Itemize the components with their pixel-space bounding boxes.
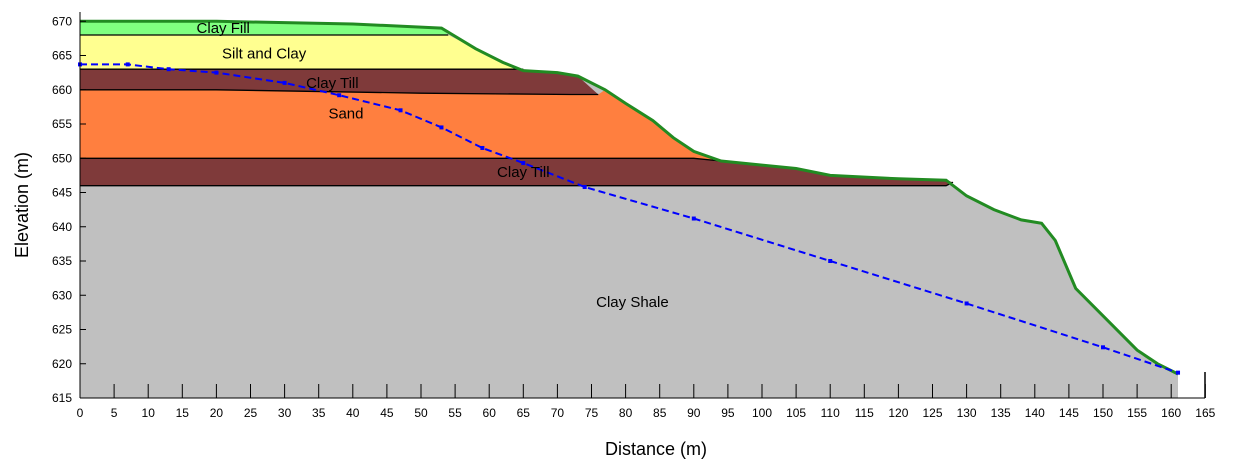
x-tick-label: 35 <box>312 406 326 420</box>
x-tick-label: 75 <box>585 406 599 420</box>
x-tick-label: 45 <box>380 406 394 420</box>
x-tick-label: 160 <box>1161 406 1181 420</box>
y-tick-label: 620 <box>52 357 72 371</box>
piezometric-line <box>80 63 1179 374</box>
layer-label-clay-till-upper: Clay Till <box>306 75 359 92</box>
piezometric-point <box>1176 370 1181 375</box>
x-tick-label: 125 <box>922 406 942 420</box>
piezometric-point <box>337 93 342 98</box>
layer-label-sand: Sand <box>328 106 363 123</box>
x-tick-label: 135 <box>991 406 1011 420</box>
x-tick-label: 110 <box>821 406 840 420</box>
x-tick-label: 120 <box>888 406 908 420</box>
contact-sand-base <box>80 157 722 162</box>
y-tick-label: 665 <box>52 49 72 63</box>
layer-label-clay-shale: Clay Shale <box>596 294 669 311</box>
x-axis-ticks: 0 5 10 15 20 25 30 35 40 45 50 55 60 65 70 75 80 85 90 95 10… <box>77 384 1216 420</box>
piezometric-point <box>480 145 485 150</box>
y-axis-title: Elevation (m) <box>12 152 32 258</box>
piezometric-point <box>828 259 833 263</box>
x-tick-label: 25 <box>244 406 258 420</box>
layer-label-clay-fill: Clay Fill <box>197 20 250 37</box>
piezometric-point <box>691 216 696 221</box>
layer-labels: Clay Fill Silt and Clay Clay Till Sand Clay … <box>197 20 669 311</box>
x-axis-title: Distance (m) <box>605 439 707 459</box>
x-tick-label: 70 <box>551 406 565 420</box>
piezometric-point <box>582 185 587 190</box>
x-tick-label: 90 <box>687 406 701 420</box>
x-tick-label: 10 <box>142 406 156 420</box>
soil-layers <box>80 21 1178 399</box>
x-tick-label: 40 <box>346 406 360 420</box>
piezometric-point <box>282 80 287 85</box>
layer-silt-and-clay <box>80 35 524 70</box>
piezometric-point <box>439 125 444 130</box>
x-tick-label: 130 <box>957 406 977 420</box>
x-tick-label: 50 <box>414 406 428 420</box>
y-tick-label: 615 <box>52 391 72 405</box>
y-axis-ticks: 615 620 625 630 635 640 645 650 655 660 665 670 <box>52 14 86 405</box>
x-tick-label: 20 <box>210 406 224 420</box>
layer-label-silt-clay: Silt and Clay <box>222 45 307 62</box>
x-tick-label: 105 <box>786 406 806 420</box>
x-tick-label: 5 <box>111 406 118 420</box>
x-tick-label: 145 <box>1059 406 1079 420</box>
piezometric-point <box>521 161 526 166</box>
y-tick-label: 655 <box>52 117 72 131</box>
y-tick-label: 630 <box>52 288 72 302</box>
x-tick-label: 140 <box>1025 406 1045 420</box>
piezometric-point <box>214 70 219 75</box>
layer-sand <box>80 89 722 161</box>
x-tick-label: 55 <box>448 406 462 420</box>
y-tick-label: 635 <box>52 254 72 268</box>
x-tick-label: 30 <box>278 406 292 420</box>
y-tick-label: 625 <box>52 323 72 337</box>
x-tick-label: 155 <box>1127 406 1147 420</box>
x-tick-label: 115 <box>855 406 874 420</box>
x-tick-label: 60 <box>483 406 497 420</box>
x-tick-label: 85 <box>653 406 667 420</box>
y-tick-label: 640 <box>52 220 72 234</box>
piezometric-point <box>166 67 171 72</box>
ground-surface-line <box>80 19 1179 376</box>
x-tick-label: 100 <box>752 406 772 420</box>
y-tick-label: 660 <box>52 83 72 97</box>
x-tick-label: 15 <box>176 406 190 420</box>
layer-clay-till-upper <box>80 69 599 95</box>
piezometric-point <box>1101 345 1105 350</box>
layer-clay-till-lower <box>80 158 953 186</box>
contact-till-upper-base <box>80 89 599 96</box>
piezometric-point <box>398 108 403 113</box>
x-tick-label: 65 <box>517 406 531 420</box>
y-tick-label: 670 <box>52 14 72 28</box>
x-tick-label: 95 <box>721 406 735 420</box>
y-tick-label: 645 <box>52 186 72 200</box>
y-tick-label: 650 <box>52 151 72 165</box>
x-tick-label: 80 <box>619 406 633 420</box>
piezometric-point <box>125 62 130 67</box>
piezometric-point <box>964 301 969 306</box>
x-tick-label: 165 <box>1195 406 1215 420</box>
x-tick-label: 150 <box>1093 406 1113 420</box>
layer-label-clay-till-lower: Clay Till <box>497 164 550 181</box>
x-tick-label: 0 <box>77 406 84 420</box>
